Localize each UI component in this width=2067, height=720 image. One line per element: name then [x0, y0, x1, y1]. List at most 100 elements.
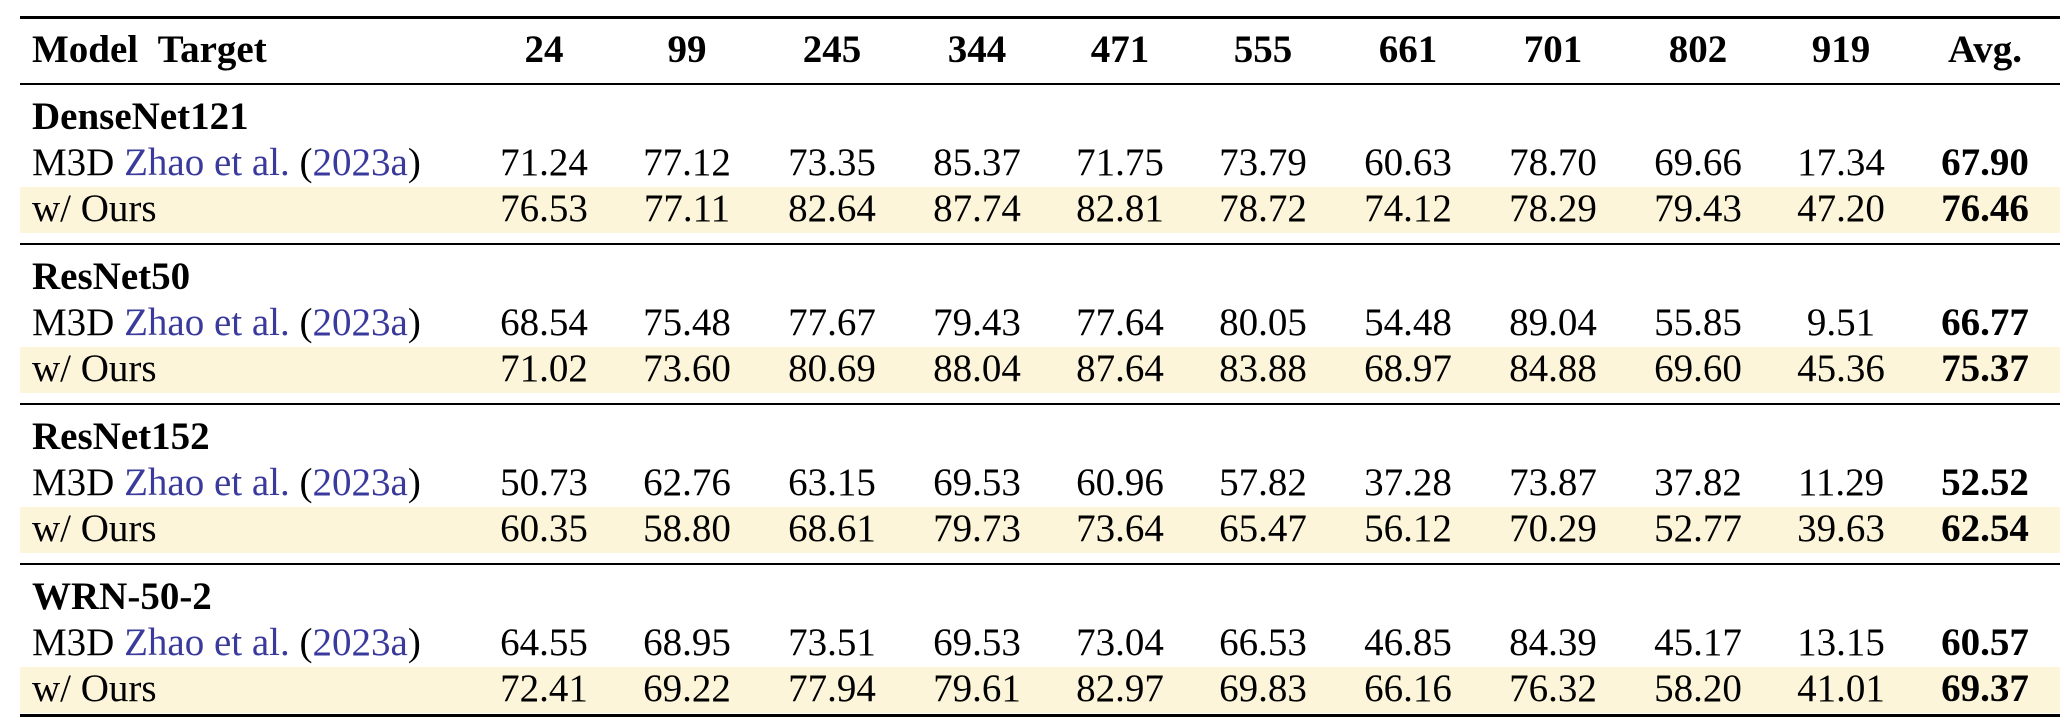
- header-column: 555: [1233, 28, 1293, 71]
- value: 60.63: [1364, 141, 1452, 184]
- citation-year: 2023a: [312, 461, 408, 504]
- value: 87.74: [933, 187, 1021, 230]
- value: 73.60: [643, 347, 731, 390]
- value: 69.66: [1654, 141, 1742, 184]
- row-highlight: [20, 347, 2060, 393]
- citation-year: 2023a: [312, 301, 408, 344]
- average-value: 75.37: [1941, 347, 2029, 390]
- value: 69.53: [933, 621, 1021, 664]
- header-column: 99: [667, 28, 707, 71]
- value: 57.82: [1219, 461, 1307, 504]
- value: 76.53: [500, 187, 588, 230]
- average-value: 69.37: [1941, 667, 2029, 710]
- value: 84.39: [1509, 621, 1597, 664]
- value: 52.77: [1654, 507, 1742, 550]
- value: 72.41: [500, 667, 588, 710]
- value: 75.48: [643, 301, 731, 344]
- method-name: w/ Ours: [32, 187, 157, 230]
- group-name: ResNet50: [32, 255, 191, 298]
- average-value: 76.46: [1941, 187, 2029, 230]
- value: 69.60: [1654, 347, 1742, 390]
- header-column: 661: [1378, 28, 1438, 71]
- method-label: M3D Zhao et al. (2023a): [32, 460, 421, 506]
- group-rule: [20, 243, 2060, 245]
- value: 60.96: [1076, 461, 1164, 504]
- citation-paren: (: [299, 621, 313, 664]
- group-name: ResNet152: [32, 415, 210, 458]
- value: 82.81: [1076, 187, 1164, 230]
- citation-author: Zhao et al.: [124, 461, 290, 504]
- value: 71.75: [1076, 141, 1164, 184]
- value: 11.29: [1797, 461, 1885, 504]
- value: 71.02: [500, 347, 588, 390]
- method-label: w/ Ours: [32, 186, 157, 232]
- row-highlight: [20, 507, 2060, 553]
- value: 50.73: [500, 461, 588, 504]
- method-name: M3D: [32, 621, 115, 664]
- value: 45.17: [1654, 621, 1742, 664]
- method-label: M3D Zhao et al. (2023a): [32, 140, 421, 186]
- value: 79.73: [933, 507, 1021, 550]
- value: 17.34: [1797, 141, 1885, 184]
- citation-paren: (: [299, 461, 313, 504]
- value: 62.76: [643, 461, 731, 504]
- header-rule: [20, 83, 2060, 85]
- citation-paren: ): [407, 621, 421, 664]
- value: 68.97: [1364, 347, 1452, 390]
- average-value: 66.77: [1941, 301, 2029, 344]
- header-column: 701: [1523, 28, 1583, 71]
- citation-year: 2023a: [312, 621, 408, 664]
- value: 73.79: [1219, 141, 1307, 184]
- value: 58.80: [643, 507, 731, 550]
- citation-author: Zhao et al.: [124, 621, 290, 664]
- citation-paren: ): [407, 461, 421, 504]
- value: 56.12: [1364, 507, 1452, 550]
- header-column: 802: [1668, 28, 1728, 71]
- group-name: WRN-50-2: [32, 575, 212, 618]
- value: 70.29: [1509, 507, 1597, 550]
- method-name: w/ Ours: [32, 347, 157, 390]
- method-name: M3D: [32, 301, 115, 344]
- value: 64.55: [500, 621, 588, 664]
- citation-paren: ): [407, 141, 421, 184]
- method-name: M3D: [32, 141, 115, 184]
- value: 66.16: [1364, 667, 1452, 710]
- value: 37.28: [1364, 461, 1452, 504]
- bottom-rule: [20, 714, 2060, 717]
- value: 79.43: [933, 301, 1021, 344]
- value: 13.15: [1797, 621, 1885, 664]
- method-name: w/ Ours: [32, 507, 157, 550]
- value: 54.48: [1364, 301, 1452, 344]
- citation-year: 2023a: [312, 141, 408, 184]
- header-label: Model Target: [32, 27, 267, 73]
- value: 65.47: [1219, 507, 1307, 550]
- header-column: 245: [802, 28, 862, 71]
- value: 89.04: [1509, 301, 1597, 344]
- value: 66.53: [1219, 621, 1307, 664]
- top-rule: [20, 16, 2060, 19]
- value: 78.29: [1509, 187, 1597, 230]
- value: 73.04: [1076, 621, 1164, 664]
- value: 80.05: [1219, 301, 1307, 344]
- value: 78.72: [1219, 187, 1307, 230]
- value: 73.35: [788, 141, 876, 184]
- value: 69.53: [933, 461, 1021, 504]
- value: 73.51: [788, 621, 876, 664]
- value: 68.61: [788, 507, 876, 550]
- value: 74.12: [1364, 187, 1452, 230]
- value: 77.64: [1076, 301, 1164, 344]
- value: 77.12: [643, 141, 731, 184]
- method-name: M3D: [32, 461, 115, 504]
- value: 37.82: [1654, 461, 1742, 504]
- header-column: 344: [947, 28, 1007, 71]
- row-highlight: [20, 667, 2060, 713]
- value: 84.88: [1509, 347, 1597, 390]
- method-label: w/ Ours: [32, 506, 157, 552]
- citation-author: Zhao et al.: [124, 141, 290, 184]
- group-rule: [20, 403, 2060, 405]
- citation-author: Zhao et al.: [124, 301, 290, 344]
- value: 88.04: [933, 347, 1021, 390]
- average-value: 62.54: [1941, 507, 2029, 550]
- group-name: DenseNet121: [32, 95, 249, 138]
- header-column: 24: [524, 28, 564, 71]
